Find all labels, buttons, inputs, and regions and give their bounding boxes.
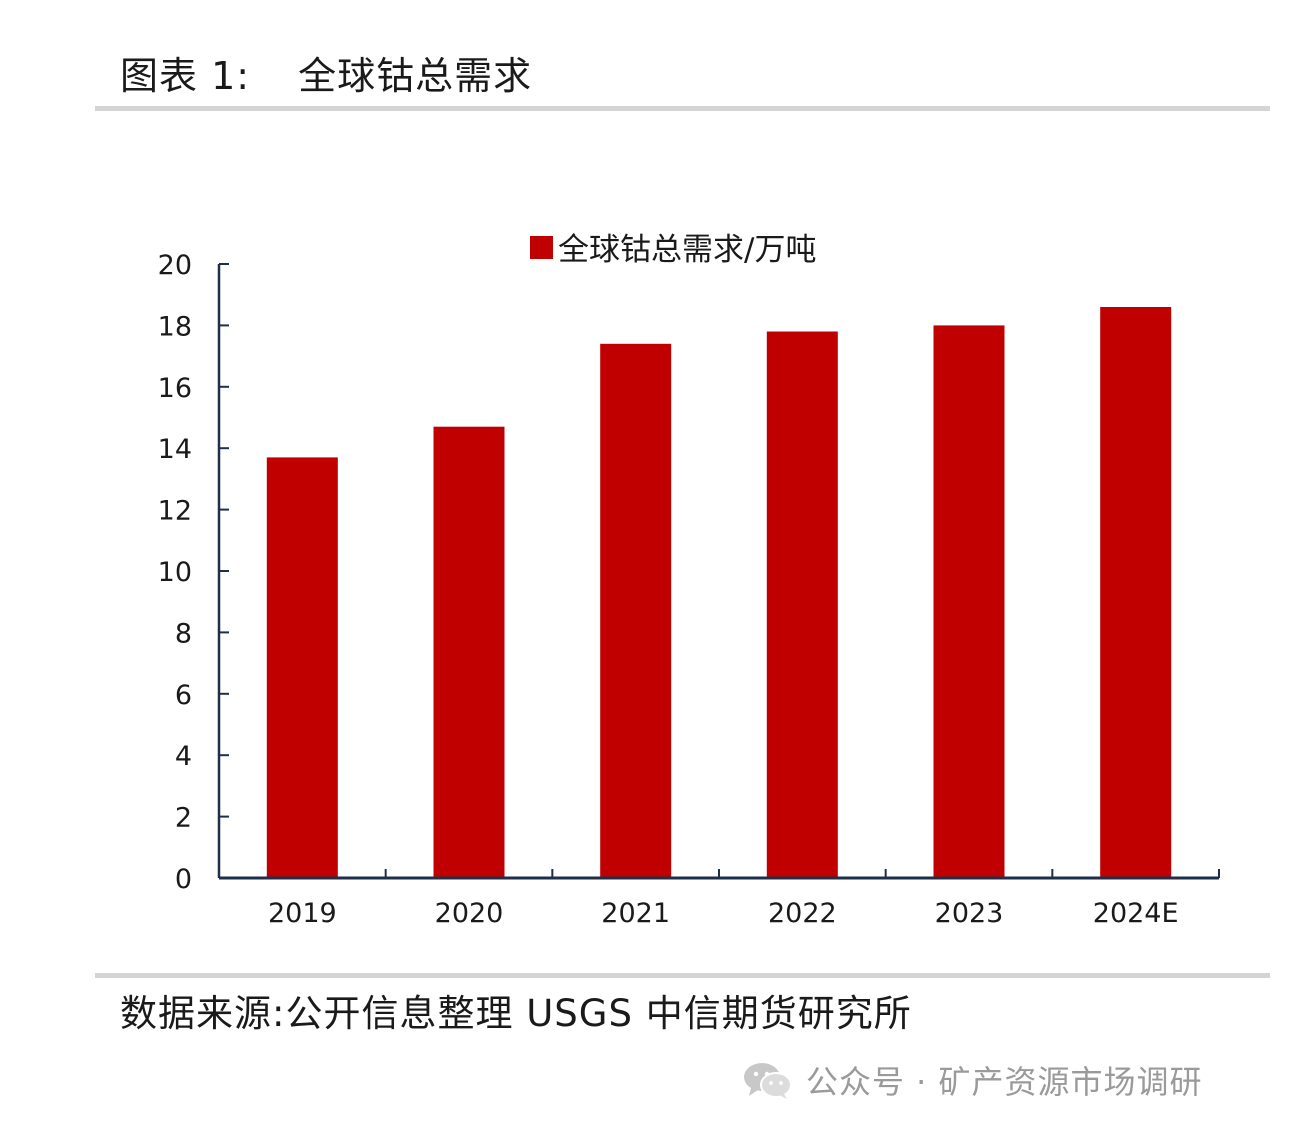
- footer-divider: [95, 973, 1270, 978]
- y-tick-label: 10: [158, 557, 192, 588]
- data-source-note: 数据来源:公开信息整理 USGS 中信期货研究所: [120, 992, 912, 1035]
- watermark-text: 公众号 · 矿产资源市场调研: [806, 1063, 1203, 1101]
- legend-swatch: [530, 236, 553, 259]
- x-tick-label: 2021: [601, 898, 670, 929]
- y-tick-label: 20: [158, 250, 192, 281]
- x-tick-label: 2020: [435, 898, 504, 929]
- y-tick-label: 6: [175, 680, 192, 711]
- y-tick-label: 0: [175, 864, 192, 895]
- x-tick-label: 2019: [268, 898, 337, 929]
- y-tick-label: 4: [175, 741, 192, 772]
- figure-title: 全球钴总需求: [298, 53, 533, 98]
- bar-2019: [266, 457, 338, 878]
- figure-header: 图表 1: 全球钴总需求: [120, 44, 532, 100]
- x-tick-label: 2022: [768, 898, 837, 929]
- bar-2020: [433, 426, 505, 878]
- bar-2021: [600, 343, 672, 878]
- header-divider: [95, 106, 1270, 111]
- y-tick-label: 8: [175, 618, 192, 649]
- y-tick-label: 18: [158, 311, 192, 342]
- y-tick-label: 14: [158, 434, 192, 465]
- bar-2023: [933, 325, 1005, 878]
- y-tick-label: 12: [158, 496, 192, 527]
- bar-2024E: [1100, 307, 1172, 878]
- x-tick-label: 2024E: [1093, 898, 1179, 929]
- legend-label: 全球钴总需求/万吨: [558, 232, 816, 268]
- bar-2022: [766, 331, 838, 878]
- y-tick-label: 2: [175, 803, 192, 834]
- wechat-icon: [744, 1063, 792, 1099]
- x-tick-label: 2023: [935, 898, 1004, 929]
- watermark: 公众号 · 矿产资源市场调研: [742, 1056, 1203, 1104]
- y-tick-label: 16: [158, 373, 192, 404]
- figure-label: 图表 1:: [120, 53, 251, 98]
